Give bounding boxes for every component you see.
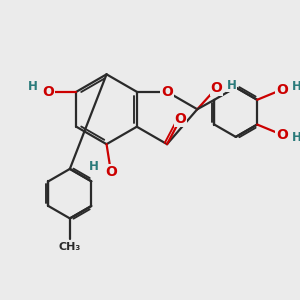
- Text: H: H: [292, 80, 300, 93]
- Text: H: H: [88, 160, 98, 172]
- Text: H: H: [28, 80, 38, 93]
- Text: O: O: [43, 85, 55, 99]
- Text: O: O: [105, 165, 117, 179]
- Text: O: O: [276, 82, 288, 97]
- Text: O: O: [210, 81, 222, 95]
- Text: CH₃: CH₃: [59, 242, 81, 252]
- Text: H: H: [226, 79, 236, 92]
- Text: O: O: [161, 85, 173, 99]
- Text: O: O: [174, 112, 186, 126]
- Text: H: H: [292, 131, 300, 144]
- Text: O: O: [276, 128, 288, 142]
